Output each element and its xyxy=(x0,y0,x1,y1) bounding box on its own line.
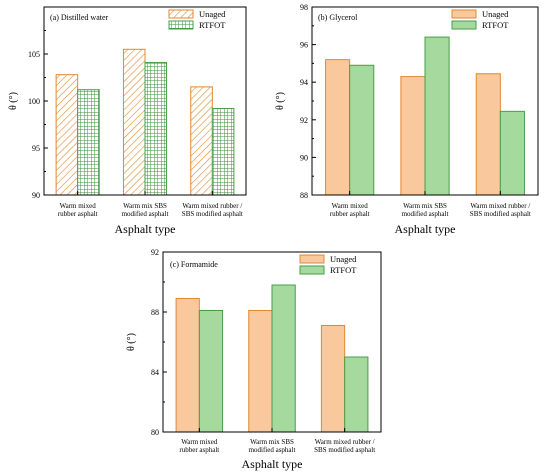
category-label-a-3-1: Warm mixed rubber / xyxy=(182,202,242,210)
category-label-b-3-1: Warm mixed rubber / xyxy=(470,202,530,210)
bar-c-rtfot-1 xyxy=(198,310,224,433)
category-label-b-2-2: modified asphalt xyxy=(402,210,449,218)
category-label-a-2-1: Warm mix SBS xyxy=(123,202,167,210)
y-tick-label-c-84: 84 xyxy=(151,368,159,377)
y-axis-title-a: θ (°) xyxy=(8,92,19,110)
panel-title-b: (b) Glycerol xyxy=(318,13,358,22)
legend-swatch-b-rtfot xyxy=(451,20,477,30)
bar-a-unaged-3 xyxy=(190,86,213,196)
category-label-b-3-2: SBS modified asphalt xyxy=(470,210,531,218)
y-tick-label-a-90: 90 xyxy=(32,191,40,200)
bar-c-unaged-1 xyxy=(175,298,200,433)
category-label-a-1-1: Warm mixed xyxy=(60,202,97,210)
y-tick-label-b-96: 96 xyxy=(300,41,308,50)
bar-a-rtfot-1 xyxy=(77,89,100,196)
panel-title-c: (c) Formamide xyxy=(170,260,218,269)
legend-label-c-rtfot: RTFOT xyxy=(330,265,357,275)
category-label-c-2-1: Warm mix SBS xyxy=(250,438,294,446)
y-tick-label-c-88: 88 xyxy=(151,308,159,317)
panel-title-a: (a) Distilled water xyxy=(50,13,109,22)
category-label-b-1-1: Warm mixed xyxy=(332,202,369,210)
category-label-b-1-2: rubber asphalt xyxy=(330,210,370,218)
category-label-a-2-2: modified asphalt xyxy=(122,210,169,218)
bar-a-rtfot-2 xyxy=(144,61,168,196)
bar-b-unaged-1 xyxy=(325,59,351,196)
y-tick-label-b-92: 92 xyxy=(300,116,308,125)
legend-swatch-a-unaged xyxy=(168,9,194,19)
bar-b-rtfot-2 xyxy=(424,36,450,196)
y-tick-label-a-95: 95 xyxy=(32,144,40,153)
bar-c-rtfot-2 xyxy=(271,284,296,433)
bar-b-unaged-3 xyxy=(475,73,501,196)
y-tick-label-a-100: 100 xyxy=(28,97,40,106)
x-axis-title-c: Asphalt type xyxy=(242,457,303,471)
legend-label-a-unaged: Unaged xyxy=(199,9,226,19)
legend-label-b-rtfot: RTFOT xyxy=(482,20,509,30)
bar-a-rtfot-3 xyxy=(211,108,235,196)
legend-label-b-unaged: Unaged xyxy=(482,9,509,19)
bar-a-unaged-1 xyxy=(55,74,79,196)
category-label-c-3-1: Warm mixed rubber / xyxy=(315,438,375,446)
bar-c-unaged-3 xyxy=(320,325,346,433)
category-label-c-2-2: modified asphalt xyxy=(249,446,296,454)
legend-label-a-rtfot: RTFOT xyxy=(199,20,226,30)
category-label-a-3-2: SBS modified asphalt xyxy=(182,210,243,218)
y-tick-label-b-88: 88 xyxy=(300,191,308,200)
legend-swatch-b-unaged xyxy=(451,9,477,19)
bar-b-rtfot-3 xyxy=(499,110,525,196)
category-label-a-1-2: rubber asphalt xyxy=(58,210,98,218)
bar-a-unaged-2 xyxy=(122,48,146,196)
y-tick-label-b-90: 90 xyxy=(300,153,308,162)
bar-c-rtfot-3 xyxy=(344,356,369,433)
y-tick-label-c-92: 92 xyxy=(151,248,159,257)
bar-c-unaged-2 xyxy=(248,310,273,433)
legend-swatch-c-rtfot xyxy=(299,265,325,275)
category-label-c-1-1: Warm mixed xyxy=(181,438,218,446)
category-label-b-2-1: Warm mix SBS xyxy=(403,202,447,210)
legend-swatch-a-rtfot xyxy=(168,20,194,30)
category-label-c-1-2: rubber asphalt xyxy=(179,446,219,454)
category-label-c-3-2: SBS modified asphalt xyxy=(314,446,375,454)
legend-swatch-c-unaged xyxy=(299,254,325,264)
y-axis-title-c: θ (°) xyxy=(126,333,137,351)
y-axis-title-b: θ (°) xyxy=(275,92,286,110)
y-tick-label-c-80: 80 xyxy=(151,428,159,437)
legend-label-c-unaged: Unaged xyxy=(330,254,357,264)
bar-b-unaged-2 xyxy=(400,76,426,196)
bar-b-rtfot-1 xyxy=(349,64,375,196)
y-tick-label-b-94: 94 xyxy=(300,78,308,87)
y-tick-label-a-105: 105 xyxy=(28,50,40,59)
x-axis-title-b: Asphalt type xyxy=(395,222,456,236)
y-tick-label-b-98: 98 xyxy=(300,3,308,12)
x-axis-title-a: Asphalt type xyxy=(115,222,176,236)
